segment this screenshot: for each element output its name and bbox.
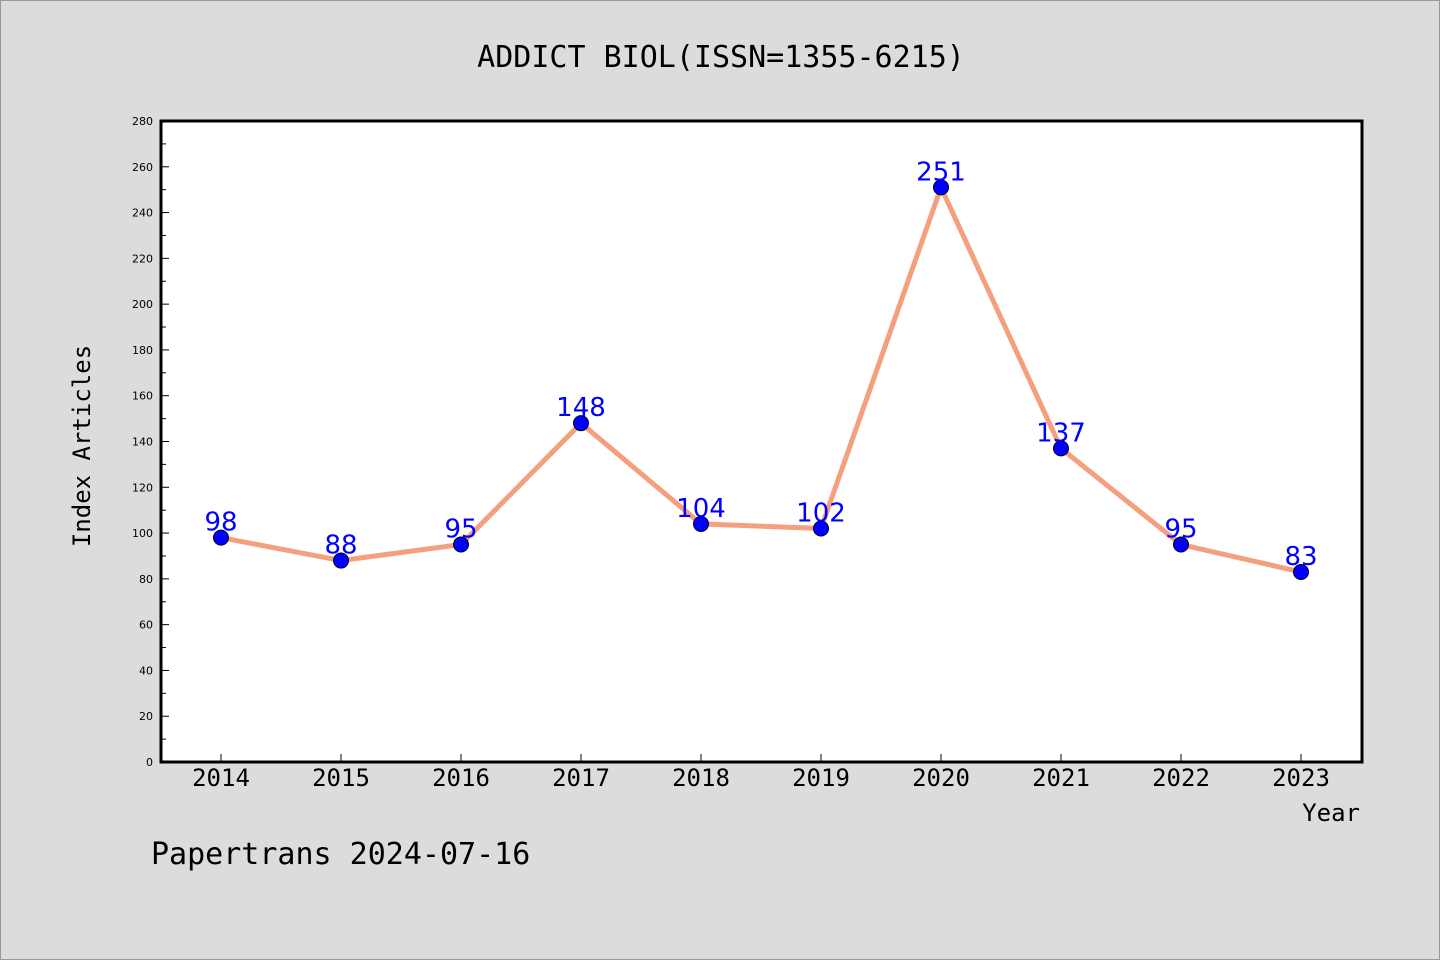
y-tick-label: 240 bbox=[132, 207, 153, 220]
y-tick-label: 140 bbox=[132, 436, 153, 449]
y-tick-label: 0 bbox=[146, 756, 153, 769]
series-line bbox=[220, 184, 1302, 575]
y-tick-label: 220 bbox=[132, 252, 153, 265]
x-axis-label: Year bbox=[1302, 799, 1360, 827]
x-axis: 2014 2015 2016 2017 2018 2019 2020 2021 2022 2023 bbox=[192, 754, 1330, 792]
x-tick-label: 2019 bbox=[792, 764, 850, 792]
y-tick-label: 20 bbox=[139, 710, 153, 723]
data-point bbox=[453, 536, 469, 553]
data-point bbox=[813, 520, 829, 537]
y-tick-label: 200 bbox=[132, 298, 153, 311]
data-label: 98 bbox=[204, 508, 237, 538]
data-label: 88 bbox=[324, 531, 357, 561]
x-tick-label: 2021 bbox=[1032, 764, 1090, 792]
y-tick-label: 280 bbox=[132, 115, 153, 128]
y-tick-label: 260 bbox=[132, 161, 153, 174]
data-point bbox=[573, 415, 589, 432]
x-tick-label: 2014 bbox=[192, 764, 250, 792]
y-tick-label: 100 bbox=[132, 527, 153, 540]
data-label: 102 bbox=[796, 498, 846, 528]
data-labels: 98 88 95 148 104 102 251 137 95 83 bbox=[204, 157, 1317, 572]
x-tick-label: 2016 bbox=[432, 764, 490, 792]
data-label: 83 bbox=[1284, 542, 1317, 572]
series-layer bbox=[213, 179, 1309, 580]
x-tick-label: 2015 bbox=[312, 764, 370, 792]
y-tick-label: 60 bbox=[139, 619, 153, 632]
data-label: 95 bbox=[1164, 515, 1197, 545]
y-tick-label: 120 bbox=[132, 481, 153, 494]
x-tick-label: 2022 bbox=[1152, 764, 1210, 792]
data-label: 251 bbox=[916, 157, 966, 187]
plot-area bbox=[159, 119, 1364, 764]
data-label: 104 bbox=[676, 494, 726, 524]
data-label: 148 bbox=[556, 393, 606, 423]
data-label: 95 bbox=[444, 515, 477, 545]
y-tick-label: 180 bbox=[132, 344, 153, 357]
y-tick-label: 160 bbox=[132, 390, 153, 403]
footer-credit: Papertrans 2024-07-16 bbox=[151, 837, 530, 872]
data-point bbox=[1173, 536, 1189, 553]
x-tick-label: 2017 bbox=[552, 764, 610, 792]
data-point bbox=[213, 529, 229, 546]
chart-title: ADDICT BIOL(ISSN=1355-6215) bbox=[477, 40, 965, 75]
data-label: 137 bbox=[1036, 418, 1086, 448]
y-axis-label: Index Articles bbox=[68, 345, 96, 547]
data-point bbox=[693, 515, 709, 532]
y-axis: 0 20 40 60 80 100 120 140 160 180 200 220 240 260 280 bbox=[132, 115, 169, 769]
data-point bbox=[933, 179, 949, 196]
x-tick-label: 2018 bbox=[672, 764, 730, 792]
x-tick-label: 2020 bbox=[912, 764, 970, 792]
data-point bbox=[1293, 563, 1309, 580]
data-point bbox=[1053, 440, 1069, 457]
y-tick-label: 80 bbox=[139, 573, 153, 586]
x-tick-label: 2023 bbox=[1272, 764, 1330, 792]
data-point bbox=[333, 552, 349, 569]
y-tick-label: 40 bbox=[139, 664, 153, 677]
